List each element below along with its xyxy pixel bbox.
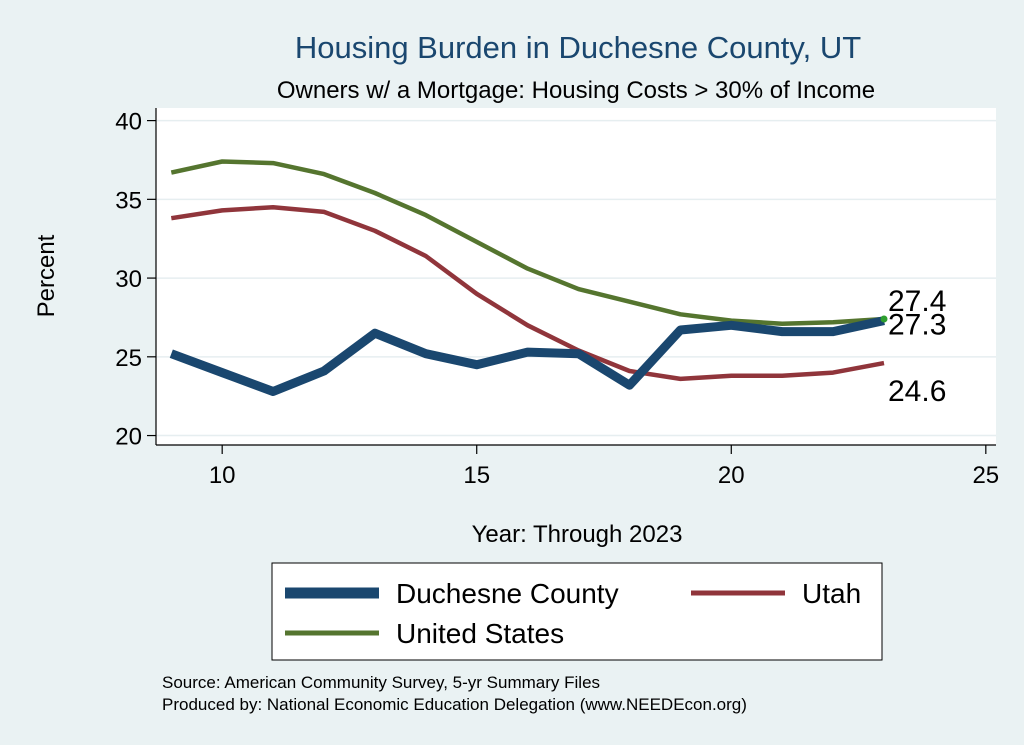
chart-title: Housing Burden in Duchesne County, UT (295, 30, 861, 65)
producer-note: Produced by: National Economic Education… (162, 695, 747, 714)
legend-box (271, 562, 883, 661)
x-tick-label-15: 15 (463, 462, 490, 489)
x-tick-label-10: 10 (209, 462, 236, 489)
series-lines (169, 159, 888, 396)
y-tick-label-20: 20 (115, 424, 142, 451)
y-axis-title: Percent (33, 234, 60, 317)
x-tick-label-25: 25 (972, 462, 999, 489)
gridlines (156, 119, 996, 437)
end-label-duchesne-county: 27.3 (888, 309, 946, 342)
plot-area (156, 108, 996, 445)
end-labels: 27.427.3 24.6 (888, 285, 946, 408)
endpoint-marker-us (880, 315, 888, 323)
legend: Duchesne County Utah United States (271, 562, 883, 661)
legend-label-us: United States (396, 618, 564, 649)
chart-subtitle: Owners w/ a Mortgage: Housing Costs > 30… (277, 77, 875, 104)
legend-label-duchesne: Duchesne County (396, 578, 619, 609)
x-tick-label-20: 20 (718, 462, 745, 489)
axes (155, 108, 996, 446)
end-label-united-states: 27.4 (888, 285, 946, 318)
series-line-united-states (170, 159, 885, 326)
series-line-duchesne-county (169, 316, 885, 396)
series-line-utah (170, 204, 885, 382)
end-label-utah: 24.6 (888, 375, 946, 408)
tick-marks: 20 25 30 35 40 10 15 20 25 (115, 109, 999, 489)
x-axis-title: Year: Through 2023 (472, 521, 683, 548)
y-tick-label-35: 35 (115, 187, 142, 214)
y-tick-label-40: 40 (115, 109, 142, 136)
source-note: Source: American Community Survey, 5-yr … (162, 673, 600, 692)
legend-label-utah: Utah (802, 578, 861, 609)
y-tick-label-30: 30 (115, 266, 142, 293)
y-tick-label-25: 25 (115, 345, 142, 372)
